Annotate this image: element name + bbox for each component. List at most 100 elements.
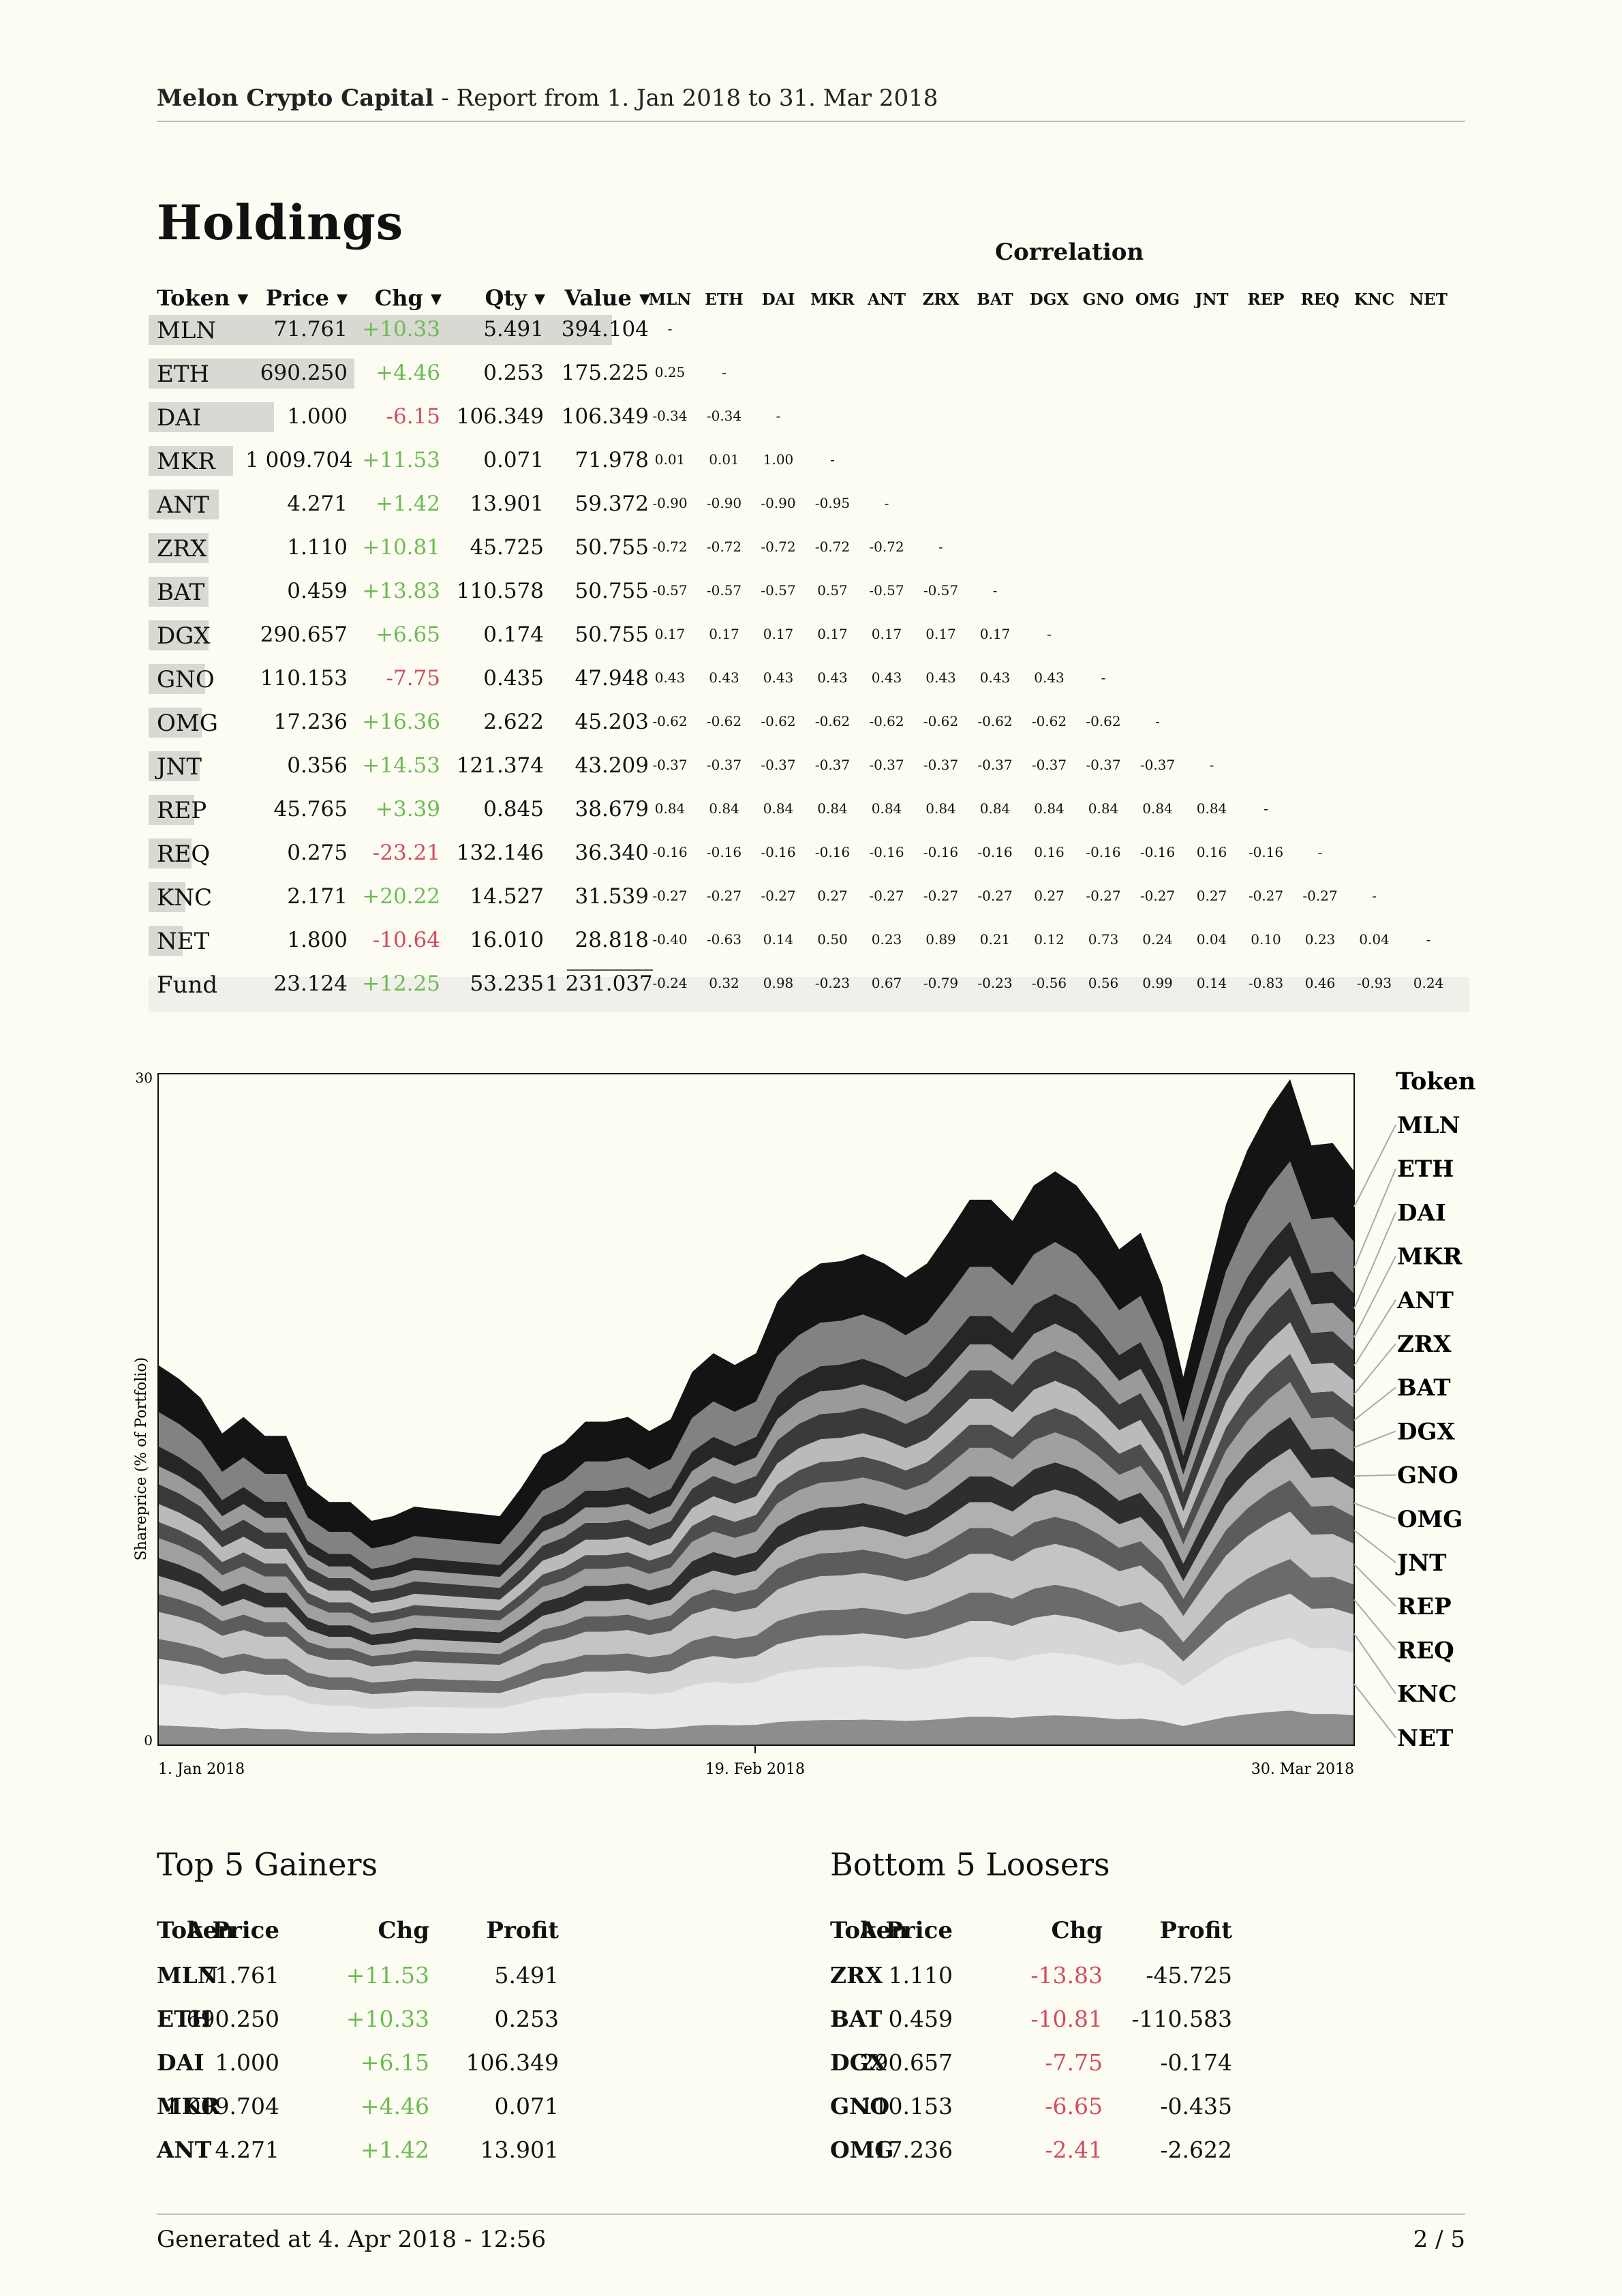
gainers-cell: 106.349 [465, 2049, 559, 2076]
gainers-cell: MLN [157, 1962, 218, 1989]
correlation-cell: -0.57 [923, 582, 959, 599]
correlation-cell: -0.90 [706, 495, 742, 511]
corr-col-header-rep: REP [1247, 290, 1285, 309]
correlation-cell: -0.62 [814, 713, 851, 729]
qty-cell: 110.578 [456, 579, 544, 603]
price-cell: 17.236 [273, 710, 348, 734]
correlation-cell: 0.84 [1088, 800, 1119, 817]
correlation-cell: 0.43 [709, 669, 739, 686]
y-tick-label-min: 0 [144, 1732, 153, 1749]
sort-value-header[interactable]: Value ▾ [564, 285, 650, 311]
correlation-cell: -0.72 [706, 539, 742, 555]
value-share-bar [149, 446, 233, 476]
correlation-cell: -0.37 [977, 757, 1013, 773]
legend-leader-line [1353, 1430, 1396, 1449]
legend-leader-line [1353, 1343, 1396, 1395]
fund-row-background [149, 977, 1469, 1012]
sort-price-header[interactable]: Price ▾ [265, 285, 348, 311]
price-cell: 1.000 [287, 404, 348, 429]
value-share-bar [149, 577, 209, 607]
losers-col-header: Δ Price [859, 1917, 953, 1944]
gainers-cell: 0.253 [494, 2006, 559, 2032]
legend-leader-line [1353, 1387, 1396, 1421]
qty-cell: 45.725 [470, 535, 544, 560]
gainers-col-header: Profit [486, 1917, 559, 1944]
sort-chg-header[interactable]: Chg ▾ [374, 285, 442, 311]
token-symbol: DAI [157, 404, 202, 432]
change-cell: +14.53 [362, 753, 440, 778]
losers-cell: 0.459 [888, 2006, 953, 2032]
value-cell: 71.978 [575, 448, 649, 472]
gainers-cell: ANT [157, 2136, 212, 2163]
value-cell: 28.818 [575, 928, 649, 952]
correlation-cell: 0.12 [1034, 931, 1065, 948]
qty-cell: 2.622 [483, 710, 544, 734]
value-share-bar [149, 839, 192, 868]
legend-label-eth: ETH [1397, 1155, 1454, 1183]
price-cell: 0.356 [287, 753, 348, 778]
sort-qty-header[interactable]: Qty ▾ [485, 285, 545, 311]
correlation-cell: 0.84 [925, 800, 956, 817]
legend-leader-line [1353, 1530, 1396, 1563]
fund-correlation-cell: -0.24 [652, 975, 688, 991]
correlation-cell: 0.14 [763, 931, 794, 948]
qty-cell: 5.491 [483, 317, 544, 342]
token-symbol: DGX [157, 622, 211, 650]
token-symbol: MKR [157, 448, 215, 475]
qty-cell: 106.349 [456, 404, 544, 429]
correlation-cell: -0.37 [761, 757, 796, 773]
correlation-cell: -0.62 [706, 713, 742, 729]
fund-name: Melon Crypto Capital [157, 85, 434, 112]
legend-label-rep: REP [1397, 1593, 1452, 1620]
fund-correlation-cell: 0.99 [1142, 975, 1173, 991]
correlation-cell: -0.63 [706, 931, 742, 948]
losers-cell: -10.81 [1030, 2006, 1103, 2032]
gainers-cell: +4.46 [360, 2093, 429, 2119]
correlation-cell: 0.57 [817, 582, 848, 599]
fund-change: +12.25 [362, 971, 440, 996]
sort-token-header[interactable]: Token ▾ [157, 285, 249, 311]
value-cell: 50.755 [575, 535, 649, 560]
x-tick-label-end: 30. Mar 2018 [1251, 1761, 1354, 1778]
fund-correlation-cell: 0.56 [1088, 975, 1119, 991]
change-cell: +13.83 [362, 579, 440, 603]
correlation-cell: -0.37 [1031, 757, 1067, 773]
plot-frame [157, 1073, 1355, 1746]
correlation-cell: -0.62 [923, 713, 959, 729]
area-jnt [158, 1480, 1354, 1667]
qty-cell: 121.374 [456, 753, 544, 778]
legend-label-dgx: DGX [1397, 1418, 1456, 1445]
correlation-cell: 0.84 [654, 800, 686, 817]
token-symbol: GNO [157, 666, 215, 693]
losers-cell: 17.236 [874, 2136, 953, 2163]
fund-correlation-cell: -0.23 [977, 975, 1013, 991]
losers-cell: -6.65 [1045, 2093, 1103, 2119]
fund-correlation-cell: -0.23 [814, 975, 851, 991]
shareprice-stacked-area-chart: 30 0 Shareprice (% of Portfolio) 1. Jan … [133, 1068, 1475, 1778]
correlation-cell: - [992, 582, 998, 599]
token-symbol: REP [157, 797, 207, 824]
fund-correlation-cell: 0.98 [763, 975, 794, 991]
gainers-title: Top 5 Gainers [157, 1846, 378, 1883]
correlation-cell: -0.16 [977, 844, 1013, 860]
corr-col-header-bat: BAT [977, 290, 1013, 309]
value-cell: 47.948 [575, 666, 649, 691]
legend-title: Token [1396, 1068, 1475, 1096]
correlation-cell: -0.37 [869, 757, 904, 773]
gainers-cell: ETH [157, 2006, 212, 2032]
losers-cell: DGX [830, 2049, 887, 2076]
correlation-cell: 0.43 [979, 669, 1011, 686]
correlation-title: Correlation [995, 239, 1144, 266]
correlation-cell: - [1047, 626, 1052, 642]
token-symbol: JNT [157, 753, 202, 781]
correlation-cell: - [1209, 757, 1214, 773]
x-tick-label-mid: 19. Feb 2018 [705, 1761, 805, 1778]
correlation-cell: -0.62 [977, 713, 1013, 729]
corr-col-header-dai: DAI [761, 290, 795, 309]
correlation-cell: -0.37 [1086, 757, 1121, 773]
value-cell: 45.203 [575, 710, 649, 734]
correlation-cell: -0.37 [652, 757, 688, 773]
qty-cell: 13.901 [470, 492, 544, 516]
correlation-cell: 0.16 [1196, 844, 1227, 860]
fund-value: 1 231.037 [545, 971, 653, 996]
